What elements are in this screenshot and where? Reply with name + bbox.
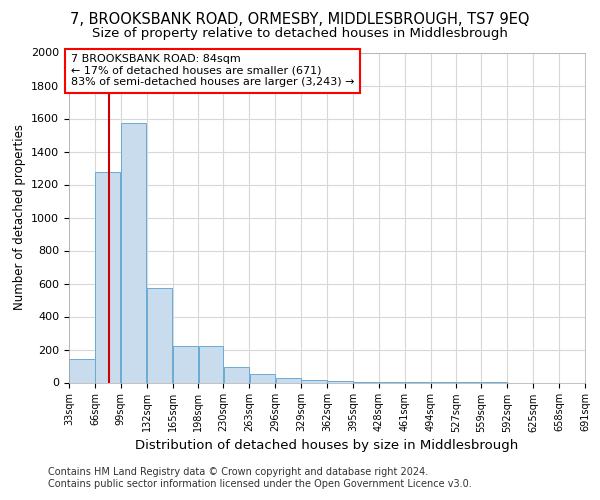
Text: 7, BROOKSBANK ROAD, ORMESBY, MIDDLESBROUGH, TS7 9EQ: 7, BROOKSBANK ROAD, ORMESBY, MIDDLESBROU… bbox=[70, 12, 530, 28]
Bar bbox=[173, 346, 198, 383]
Bar bbox=[275, 378, 301, 382]
Bar bbox=[301, 380, 327, 382]
Bar bbox=[250, 374, 275, 382]
X-axis label: Distribution of detached houses by size in Middlesbrough: Distribution of detached houses by size … bbox=[136, 438, 518, 452]
Bar bbox=[199, 346, 223, 383]
Text: 7 BROOKSBANK ROAD: 84sqm
← 17% of detached houses are smaller (671)
83% of semi-: 7 BROOKSBANK ROAD: 84sqm ← 17% of detach… bbox=[71, 54, 354, 88]
Bar bbox=[121, 124, 146, 382]
Bar bbox=[95, 172, 121, 382]
Bar bbox=[224, 367, 249, 382]
Bar bbox=[69, 360, 95, 382]
Text: Contains HM Land Registry data © Crown copyright and database right 2024.
Contai: Contains HM Land Registry data © Crown c… bbox=[48, 468, 472, 489]
Text: Size of property relative to detached houses in Middlesbrough: Size of property relative to detached ho… bbox=[92, 28, 508, 40]
Bar bbox=[327, 381, 353, 382]
Y-axis label: Number of detached properties: Number of detached properties bbox=[13, 124, 26, 310]
Bar bbox=[147, 288, 172, 382]
